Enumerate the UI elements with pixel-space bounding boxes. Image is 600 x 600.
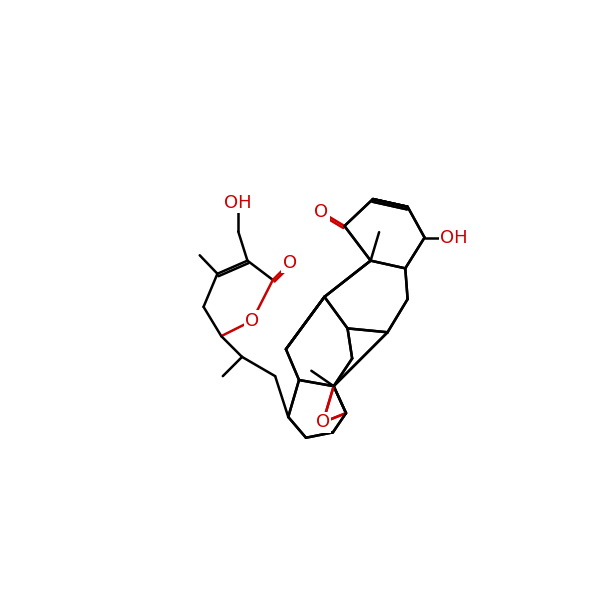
Text: O: O [283, 254, 297, 272]
Text: O: O [245, 312, 259, 330]
Text: OH: OH [224, 194, 252, 212]
Text: OH: OH [440, 229, 467, 247]
Text: O: O [314, 203, 328, 221]
Text: O: O [283, 254, 297, 272]
Text: O: O [316, 413, 330, 431]
Text: OH: OH [224, 194, 252, 212]
Text: O: O [314, 203, 328, 221]
Text: O: O [245, 312, 259, 330]
Text: O: O [316, 413, 330, 431]
Text: OH: OH [440, 229, 467, 247]
